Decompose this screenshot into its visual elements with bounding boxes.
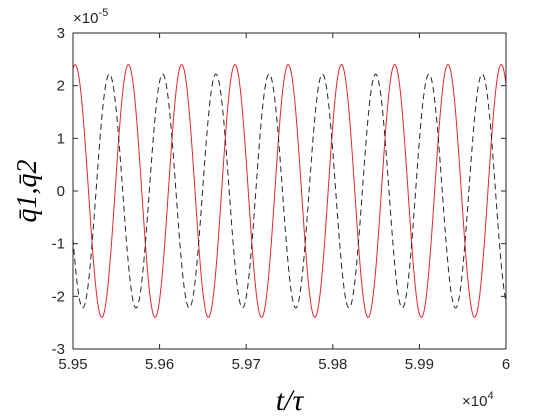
exponent-power: 4 [487,390,493,402]
y-tick-label: -3 [52,341,65,358]
y-tick-label: 1 [57,130,65,147]
x-tick-label: 5.95 [58,356,87,373]
y-tick-label: -1 [52,236,65,253]
x-tick-label: 5.98 [318,356,347,373]
x-tick-label: 5.99 [405,356,434,373]
exponent-base: ×10 [462,393,487,410]
y-tick-label: -2 [52,288,65,305]
x-axis-label: t/τ [276,384,305,417]
x-tick-label: 5.97 [232,356,261,373]
y-tick-label: 2 [57,78,65,95]
y-tick-label: 3 [57,25,65,42]
x-axis-exponent: ×104 [462,390,494,410]
y-axis-label: q̄1,q̄2 [12,160,43,223]
x-tick-label: 5.96 [145,356,174,373]
series-layer [73,64,506,318]
y-tick-label: 0 [57,183,65,200]
ticks-layer: 5.95 5.96 5.97 5.98 5.99 6 -3 -2 -1 0 1 2 3 [52,25,511,373]
series-line-2 [73,73,506,309]
exponent-power: -5 [98,7,108,19]
exponent-base: ×10 [73,10,98,27]
x-tick-label: 6 [502,356,510,373]
y-axis-exponent: ×10-5 [73,7,108,27]
